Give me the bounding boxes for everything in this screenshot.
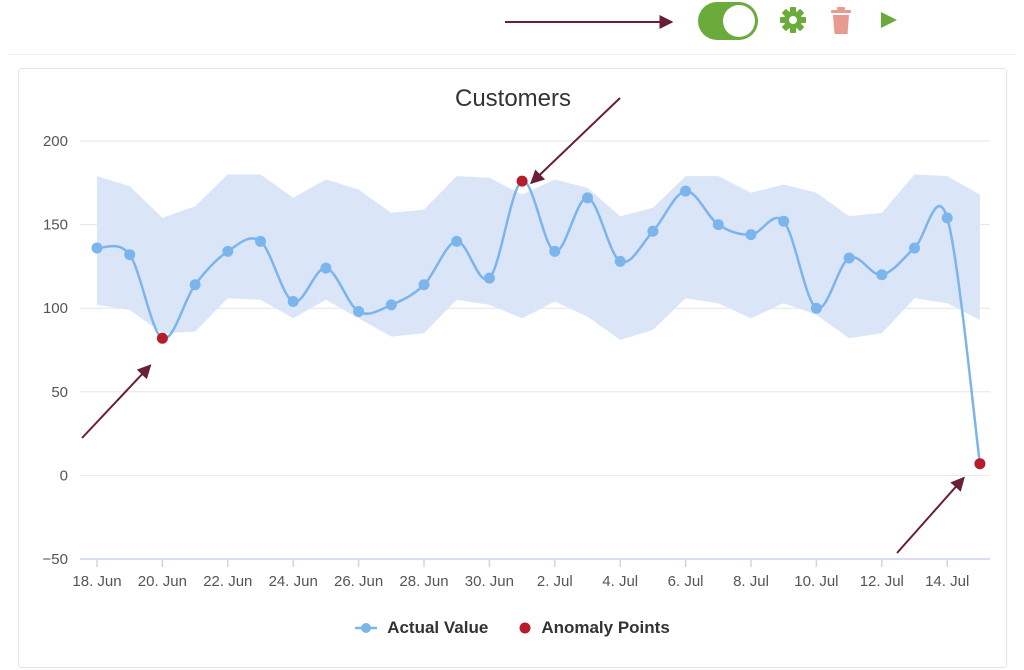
x-tick-label: 2. Jul xyxy=(537,573,573,590)
x-tick-label: 24. Jun xyxy=(269,573,318,590)
toolbar xyxy=(0,0,1024,52)
legend-item-anomaly-points[interactable]: Anomaly Points xyxy=(518,618,670,638)
annotation-arrow xyxy=(896,476,965,554)
x-tick-label: 14. Jul xyxy=(925,573,969,590)
actual-value-point[interactable] xyxy=(941,212,953,224)
x-tick-label: 4. Jul xyxy=(602,573,638,590)
x-tick-label: 18. Jun xyxy=(72,573,121,590)
legend-label-actual-value: Actual Value xyxy=(387,618,489,637)
trash-icon[interactable] xyxy=(825,4,857,36)
actual-value-point[interactable] xyxy=(647,225,659,237)
actual-value-point[interactable] xyxy=(222,245,234,257)
actual-value-point[interactable] xyxy=(876,269,888,281)
actual-value-point[interactable] xyxy=(582,192,593,204)
expected-range-band xyxy=(97,174,980,340)
anomaly-point[interactable] xyxy=(516,175,528,187)
actual-value-point[interactable] xyxy=(843,252,855,264)
actual-value-point[interactable] xyxy=(287,296,299,308)
x-tick-label: 6. Jul xyxy=(668,573,704,590)
legend-line-marker-icon xyxy=(355,623,378,633)
actual-value-point[interactable] xyxy=(418,279,430,291)
x-tick-label: 26. Jun xyxy=(334,573,383,590)
actual-value-point[interactable] xyxy=(810,302,822,314)
chart-panel xyxy=(18,68,1007,668)
y-tick-label: 0 xyxy=(60,467,68,484)
y-tick-label: −50 xyxy=(43,551,68,568)
actual-value-point[interactable] xyxy=(353,306,365,318)
toolbar-divider xyxy=(8,54,1016,55)
y-tick-label: 200 xyxy=(43,133,68,150)
actual-value-point[interactable] xyxy=(124,249,136,261)
actual-value-point[interactable] xyxy=(778,215,790,227)
x-tick-label: 28. Jun xyxy=(399,573,448,590)
actual-value-point[interactable] xyxy=(385,299,397,311)
chart-title: Customers xyxy=(455,85,571,112)
actual-value-point[interactable] xyxy=(91,242,103,254)
actual-value-point[interactable] xyxy=(320,262,332,274)
x-tick-label: 30. Jun xyxy=(465,573,514,590)
chart-legend: Actual Value Anomaly Points xyxy=(0,614,1024,642)
actual-value-point[interactable] xyxy=(909,242,920,254)
actual-value-point[interactable] xyxy=(712,219,724,231)
legend-label-anomaly-points: Anomaly Points xyxy=(541,618,670,637)
actual-value-point[interactable] xyxy=(549,245,561,257)
actual-value-point[interactable] xyxy=(614,255,626,267)
actual-value-point[interactable] xyxy=(745,229,757,241)
x-tick-label: 22. Jun xyxy=(203,573,252,590)
y-tick-label: 50 xyxy=(51,384,68,401)
toggle-switch[interactable] xyxy=(698,2,758,40)
legend-item-actual-value[interactable]: Actual Value xyxy=(354,618,488,638)
x-tick-label: 20. Jun xyxy=(138,573,187,590)
actual-value-point[interactable] xyxy=(451,235,463,247)
gear-icon[interactable] xyxy=(777,4,809,36)
anomaly-point[interactable] xyxy=(156,332,168,344)
actual-value-point[interactable] xyxy=(680,185,692,197)
x-tick-label: 10. Jul xyxy=(794,573,838,590)
anomaly-point[interactable] xyxy=(974,458,986,470)
actual-value-point[interactable] xyxy=(483,272,495,284)
toggle-knob xyxy=(723,5,755,37)
annotation-arrow xyxy=(81,364,152,439)
annotation-arrow xyxy=(530,97,621,185)
play-icon[interactable] xyxy=(873,4,905,36)
x-tick-label: 12. Jul xyxy=(860,573,904,590)
y-tick-label: 100 xyxy=(43,300,68,317)
actual-value-point[interactable] xyxy=(189,279,201,291)
y-tick-label: 150 xyxy=(43,217,68,234)
actual-value-point[interactable] xyxy=(255,235,266,247)
x-tick-label: 8. Jul xyxy=(733,573,769,590)
legend-dot-marker-icon xyxy=(519,622,531,634)
